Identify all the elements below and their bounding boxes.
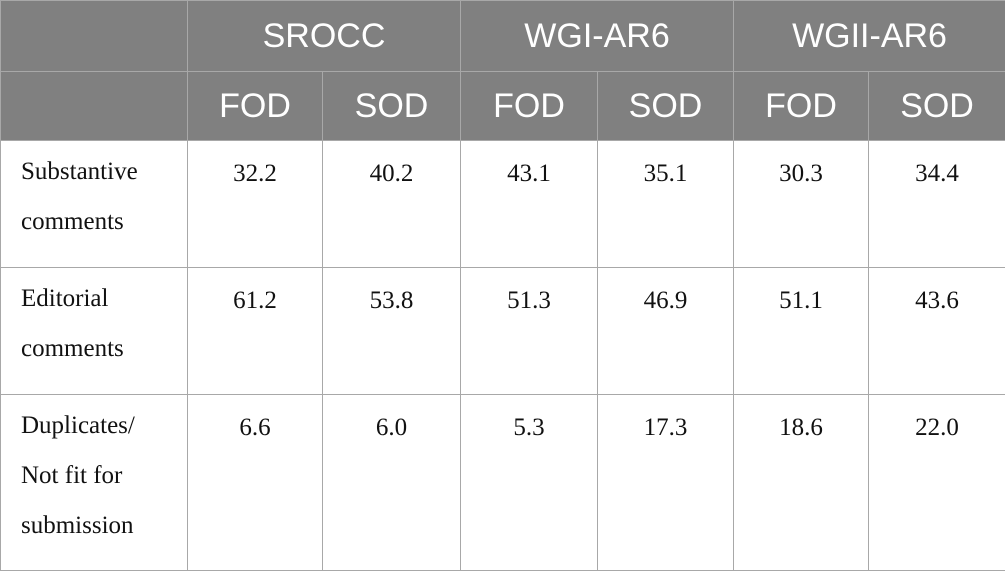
row-label-line: comments bbox=[21, 197, 179, 247]
value-cell: 5.3 bbox=[461, 395, 598, 571]
row-label-line: Not fit for bbox=[21, 451, 179, 501]
row-label-line: comments bbox=[21, 324, 179, 374]
row-label: Duplicates/ Not fit for submission bbox=[1, 395, 188, 571]
group-header-srocc: SROCC bbox=[188, 1, 461, 72]
table-row: Editorial comments 61.2 53.8 51.3 46.9 5… bbox=[1, 268, 1005, 395]
subheader-cell: SOD bbox=[323, 72, 461, 141]
subheader-cell: FOD bbox=[188, 72, 323, 141]
value-cell: 43.6 bbox=[869, 268, 1005, 395]
row-label: Substantive comments bbox=[1, 141, 188, 268]
value-cell: 32.2 bbox=[188, 141, 323, 268]
table-row: Substantive comments 32.2 40.2 43.1 35.1… bbox=[1, 141, 1005, 268]
subheader-cell: FOD bbox=[461, 72, 598, 141]
value-cell: 35.1 bbox=[598, 141, 734, 268]
table-row: Duplicates/ Not fit for submission 6.6 6… bbox=[1, 395, 1005, 571]
subheader-cell: SOD bbox=[598, 72, 734, 141]
value-cell: 51.3 bbox=[461, 268, 598, 395]
value-cell: 6.0 bbox=[323, 395, 461, 571]
value-cell: 34.4 bbox=[869, 141, 1005, 268]
value-cell: 40.2 bbox=[323, 141, 461, 268]
group-header-wgi-ar6: WGI-AR6 bbox=[461, 1, 734, 72]
row-label-line: Duplicates/ bbox=[21, 401, 179, 451]
value-cell: 53.8 bbox=[323, 268, 461, 395]
value-cell: 51.1 bbox=[734, 268, 869, 395]
group-header-row: SROCC WGI-AR6 WGII-AR6 bbox=[1, 1, 1005, 72]
value-cell: 43.1 bbox=[461, 141, 598, 268]
value-cell: 46.9 bbox=[598, 268, 734, 395]
subheader-cell: FOD bbox=[734, 72, 869, 141]
group-header-wgii-ar6: WGII-AR6 bbox=[734, 1, 1005, 72]
value-cell: 6.6 bbox=[188, 395, 323, 571]
value-cell: 22.0 bbox=[869, 395, 1005, 571]
corner-cell-lower bbox=[1, 72, 188, 141]
value-cell: 18.6 bbox=[734, 395, 869, 571]
subheader-row: FOD SOD FOD SOD FOD SOD bbox=[1, 72, 1005, 141]
corner-cell bbox=[1, 1, 188, 72]
row-label-line: Substantive bbox=[21, 147, 179, 197]
subheader-cell: SOD bbox=[869, 72, 1005, 141]
value-cell: 17.3 bbox=[598, 395, 734, 571]
value-cell: 30.3 bbox=[734, 141, 869, 268]
value-cell: 61.2 bbox=[188, 268, 323, 395]
row-label: Editorial comments bbox=[1, 268, 188, 395]
row-label-line: Editorial bbox=[21, 274, 179, 324]
